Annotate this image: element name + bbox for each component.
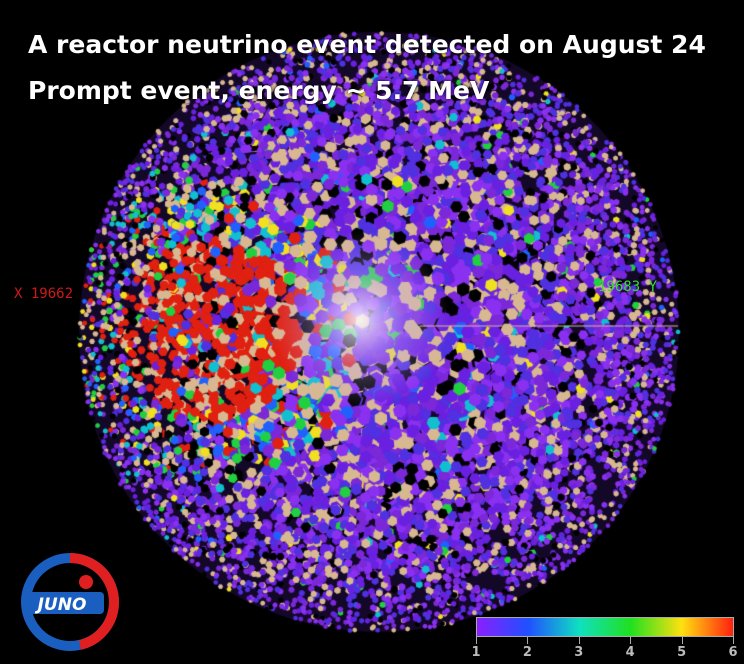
colorbar-tick [578,636,580,644]
colorbar-tick [733,636,734,644]
title-line-1: A reactor neutrino event detected on Aug… [28,30,706,59]
x-axis-label: X 19662 [14,286,74,302]
colorbar-tick [630,636,632,644]
title-line-2: Prompt event, energy ~ 5.7 MeV [28,76,490,105]
colorbar [476,617,734,637]
colorbar-tick [527,636,529,644]
colorbar-tick [681,636,683,644]
colorbar-tick-label: 5 [677,645,687,660]
colorbar-tick-label: 2 [522,645,532,660]
colorbar-tick-label: 3 [574,645,584,660]
y-axis-label: 19683 Y [598,279,658,295]
colorbar-tick-label: 4 [625,645,635,660]
colorbar-tick-label: 1 [471,645,481,660]
colorbar-tick-label: 6 [728,645,738,660]
juno-logo: JUNO [21,553,120,651]
colorbar-tick [476,636,477,644]
logo-text: JUNO [35,595,87,615]
